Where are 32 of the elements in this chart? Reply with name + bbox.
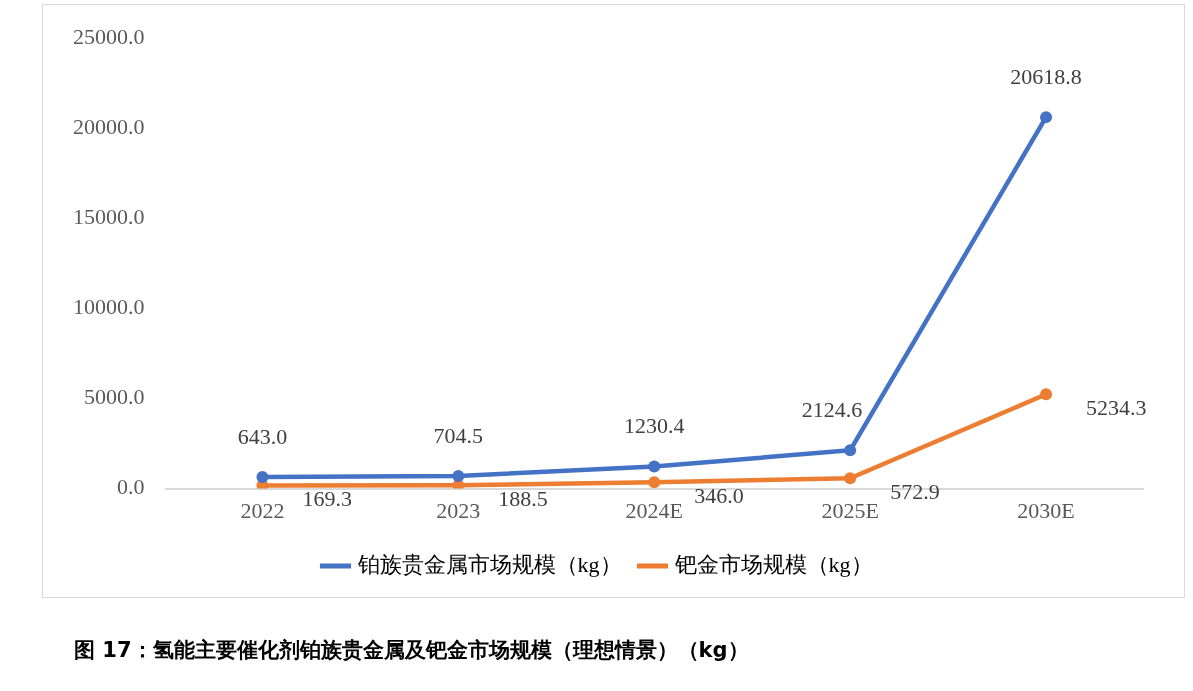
y-tick-label: 15000.0 <box>73 204 145 230</box>
data-label: 5234.3 <box>1086 395 1147 421</box>
x-tick-label: 2024E <box>625 497 683 523</box>
y-tick-label: 0.0 <box>117 474 145 500</box>
data-label: 346.0 <box>694 483 744 509</box>
point <box>1040 111 1053 124</box>
legend-label: 铂族贵金属市场规模（kg） <box>356 551 622 577</box>
point <box>844 444 857 457</box>
x-tick-label: 2030E <box>1017 497 1075 523</box>
data-label: 643.0 <box>237 423 288 449</box>
data-label: 188.5 <box>498 485 548 511</box>
data-label: 1230.4 <box>624 413 685 439</box>
y-tick-label: 25000.0 <box>73 23 145 49</box>
caption: 图 17：氢能主要催化剂铂族贵金属及钯金市场规模（理想情景）（kg） <box>74 637 750 664</box>
x-tick-label: 2022 <box>240 497 285 523</box>
point <box>844 472 857 485</box>
data-label: 2124.6 <box>801 397 863 423</box>
data-label: 572.9 <box>890 479 940 505</box>
point <box>452 469 465 482</box>
y-tick-label: 10000.0 <box>73 294 145 320</box>
y-tick-label: 5000.0 <box>84 384 145 410</box>
point <box>256 471 269 484</box>
data-label: 20618.8 <box>1010 63 1082 89</box>
data-label: 704.5 <box>433 422 484 448</box>
y-tick-label: 20000.0 <box>73 114 145 140</box>
point <box>648 476 661 489</box>
x-tick-label: 2025E <box>821 497 879 523</box>
point <box>648 460 661 473</box>
legend-label: 钯金市场规模（kg） <box>673 551 873 577</box>
x-tick-label: 2023 <box>436 497 481 523</box>
data-label: 169.3 <box>302 486 352 512</box>
point <box>1040 388 1053 401</box>
